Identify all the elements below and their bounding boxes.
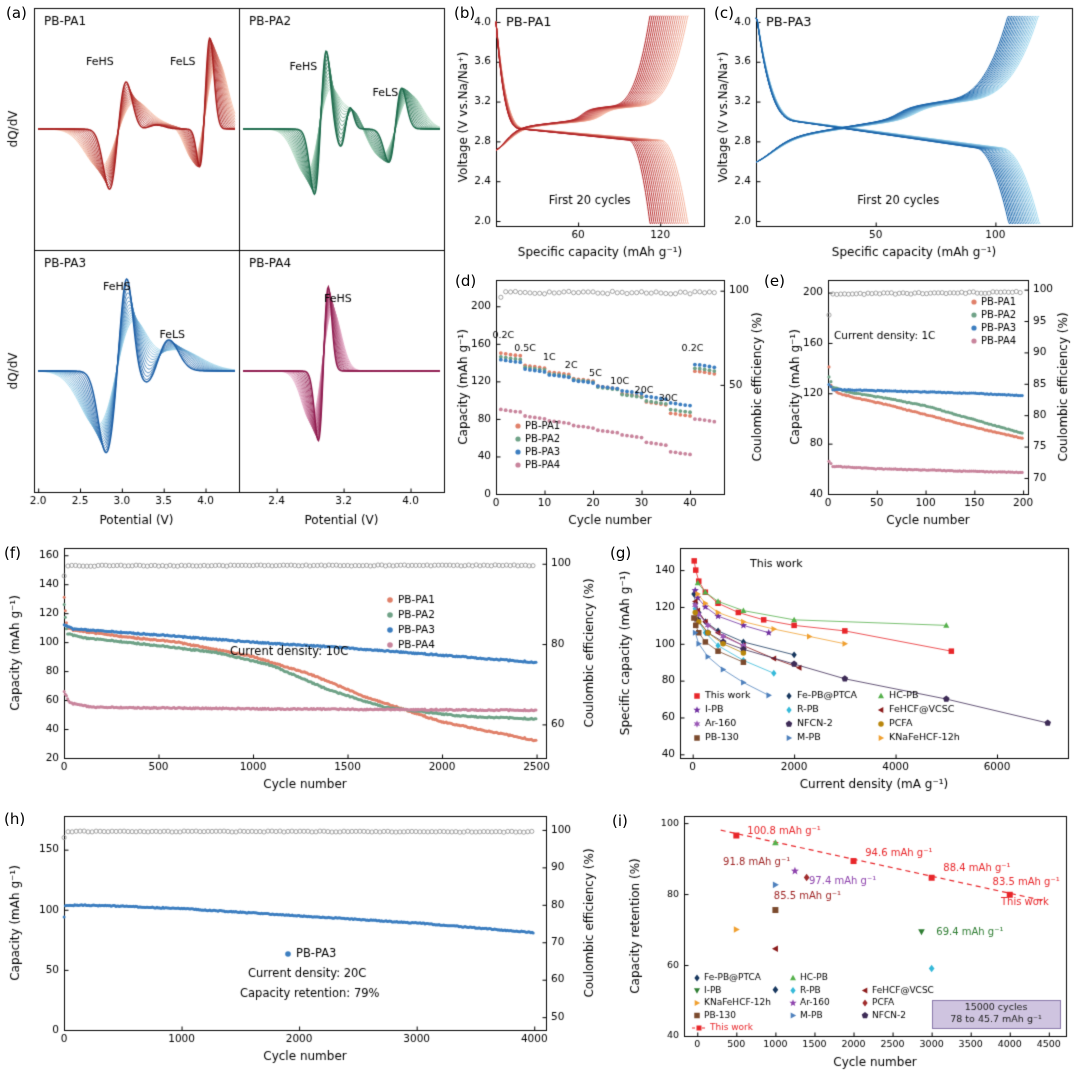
panel-label-d: (d) (455, 272, 477, 290)
panel-c-voltage-profile-chart (712, 0, 1080, 264)
panel-i-retention-comparison-chart (606, 806, 1080, 1074)
panel-f-cycling-10c-chart (0, 540, 604, 804)
panel-label-g: (g) (610, 544, 632, 562)
panel-h-cycling-20c-chart (0, 806, 604, 1074)
panel-g-rate-comparison-chart (606, 540, 1080, 804)
panel-label-c: (c) (714, 4, 734, 22)
panel-a-dqdv-chart (0, 0, 450, 535)
panel-label-h: (h) (4, 810, 26, 828)
panel-e-cycling-1c-chart (782, 268, 1080, 536)
panel-label-f: (f) (4, 544, 21, 562)
panel-d-rate-capability-chart (452, 268, 782, 536)
panel-label-e: (e) (764, 272, 785, 290)
panel-label-b: (b) (454, 4, 476, 22)
panel-label-i: (i) (612, 812, 628, 830)
panel-label-a: (a) (6, 4, 27, 22)
panel-b-voltage-profile-chart (452, 0, 712, 264)
